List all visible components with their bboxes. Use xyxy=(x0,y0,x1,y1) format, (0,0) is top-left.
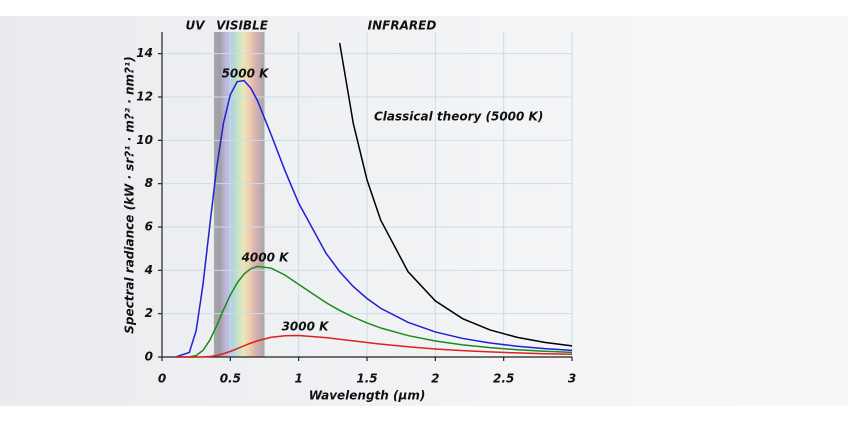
y-tick-label: 12 xyxy=(136,90,153,104)
y-tick-label: 2 xyxy=(145,306,153,320)
y-axis-label: Spectral radiance (kW · sr?¹ · m?² · nm?… xyxy=(123,56,137,334)
x-tick-label: 1 xyxy=(294,372,302,386)
series-line xyxy=(175,334,573,358)
x-tick-label: 0 xyxy=(158,372,166,386)
x-tick-label: 3 xyxy=(568,372,576,386)
region-label: UV xyxy=(185,19,206,33)
series-label: 3000 K xyxy=(282,320,331,334)
series-line xyxy=(175,265,573,358)
x-axis-label: Wavelength (µm) xyxy=(309,389,426,403)
series-label: 4000 K xyxy=(241,251,291,265)
y-tick-label: 0 xyxy=(145,350,153,364)
y-tick-label: 10 xyxy=(136,133,153,147)
x-tick-label: 1.5 xyxy=(356,372,377,386)
series-label: 5000 K xyxy=(222,67,271,81)
series-line xyxy=(338,42,573,347)
region-label: INFRARED xyxy=(368,19,437,33)
y-tick-label: 8 xyxy=(145,176,153,190)
y-tick-label: 4 xyxy=(144,263,153,277)
region-label: VISIBLE xyxy=(216,19,269,33)
x-tick-label: 2 xyxy=(431,372,439,386)
series-label: Classical theory (5000 K) xyxy=(374,110,543,124)
x-tick-label: 2.5 xyxy=(493,372,514,386)
series-line xyxy=(175,79,573,358)
y-tick-label: 14 xyxy=(136,46,153,60)
x-tick-label: 0.5 xyxy=(220,372,241,386)
visible-band xyxy=(213,32,265,357)
y-tick-label: 6 xyxy=(145,220,153,234)
background xyxy=(0,16,848,406)
